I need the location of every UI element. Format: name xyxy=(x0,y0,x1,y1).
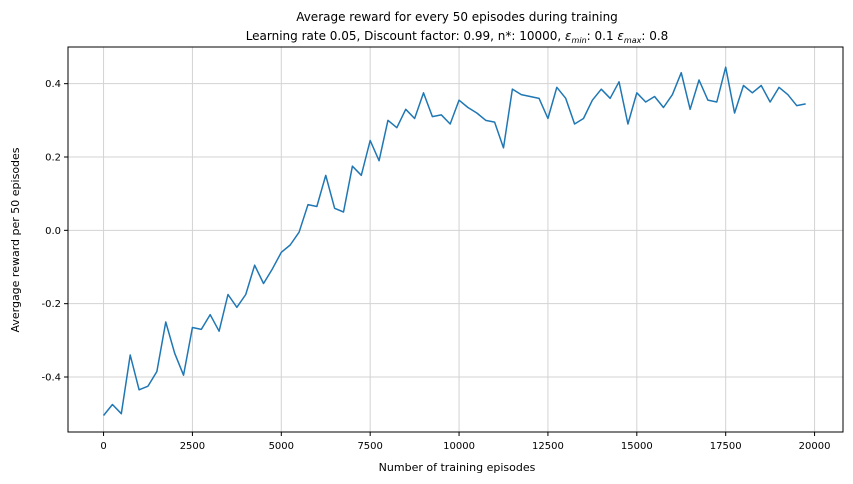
eps-max-value: : 0.8 xyxy=(641,29,668,43)
y-tick-label: 0.2 xyxy=(45,153,61,164)
x-tick-label: 10000 xyxy=(443,441,475,452)
eps-min-value: : 0.1 xyxy=(587,29,618,43)
series-line xyxy=(102,66,806,416)
y-axis-label: Avergage reward per 50 episodes xyxy=(9,147,22,332)
x-tick-label: 7500 xyxy=(357,441,382,452)
y-axis-ticks: -0.4 -0.2 0.0 0.2 0.4 xyxy=(41,79,68,384)
x-tick-label: 20000 xyxy=(799,441,831,452)
x-tick-label: 15000 xyxy=(621,441,653,452)
eps-max-subscript: max xyxy=(624,36,642,45)
x-tick-label: 12500 xyxy=(532,441,564,452)
eps-min-symbol: ε xyxy=(565,29,572,43)
y-tick-label: -0.2 xyxy=(41,299,61,310)
x-tick-label: 2500 xyxy=(180,441,205,452)
x-tick-label: 5000 xyxy=(269,441,294,452)
plot-frame xyxy=(67,46,844,433)
subtitle-prefix: Learning rate 0.05, Discount factor: 0.9… xyxy=(246,29,565,43)
y-tick-label: -0.4 xyxy=(41,373,61,384)
x-tick-label: 17500 xyxy=(710,441,742,452)
chart-title: Average reward for every 50 episodes dur… xyxy=(296,10,618,24)
y-tick-label: 0.0 xyxy=(45,226,61,237)
eps-max-symbol: ε xyxy=(617,29,624,43)
chart-subtitle: Learning rate 0.05, Discount factor: 0.9… xyxy=(246,29,669,45)
y-tick-label: 0.4 xyxy=(45,79,61,90)
x-tick-label: 0 xyxy=(100,441,106,452)
eps-min-subscript: min xyxy=(572,36,587,45)
x-axis-label: Number of training episodes xyxy=(379,461,536,474)
x-axis-ticks: 0 2500 5000 7500 10000 12500 15000 17500 20000 xyxy=(100,432,830,452)
grid-lines xyxy=(68,47,843,432)
